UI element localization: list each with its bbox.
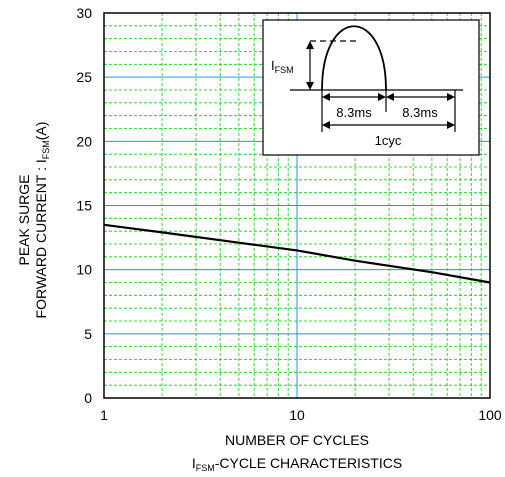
half-period-1-label: 8.3ms	[336, 105, 372, 120]
y-tick-label: 10	[76, 262, 92, 278]
y-tick-label: 20	[76, 133, 92, 149]
waveform-inset: IFSM 8.3ms 8.3ms 1cyc	[262, 19, 480, 156]
cycle-arrow-left	[322, 121, 330, 129]
half-period-2-label: 8.3ms	[402, 105, 438, 120]
plot-frame	[103, 12, 491, 399]
cycle-arrow-right	[447, 121, 455, 129]
x-tick-label: 100	[478, 407, 502, 423]
tick-labels: 0 5 10 15 20 25 30 1 10 100	[76, 5, 501, 423]
y-axis-title: PEAK SURGE FORWARD CURRENT : IFSM(A)	[16, 122, 51, 319]
series-layer	[103, 223, 491, 284]
x-tick-label: 1	[100, 407, 108, 423]
dim2-arrow-right	[447, 93, 455, 101]
x-axis-title: NUMBER OF CYCLES	[225, 432, 369, 448]
y-tick-label: 5	[84, 326, 92, 342]
x-tick-label: 10	[289, 407, 305, 423]
dim1-arrow-right	[378, 93, 386, 101]
dim2-arrow-left	[386, 93, 394, 101]
y-axis-title-line1: PEAK SURGE	[16, 174, 32, 265]
ifsm-arrow-head-bottom	[306, 82, 314, 90]
y-axis-title-line2: FORWARD CURRENT : IFSM(A)	[33, 122, 51, 319]
y-tick-label: 0	[84, 390, 92, 406]
chart-subtitle: IFSM-CYCLE CHARACTERISTICS	[192, 455, 402, 473]
series-line-0	[103, 223, 491, 284]
ifsm-arrow-head-top	[306, 41, 314, 49]
y-tick-label: 15	[76, 198, 92, 214]
inset-box	[262, 19, 480, 156]
y-tick-label: 30	[76, 5, 92, 21]
dim1-arrow-left	[322, 93, 330, 101]
ifsm-label: IFSM	[271, 58, 294, 75]
cycle-label: 1cyc	[375, 133, 402, 148]
half-sine-wave	[321, 25, 387, 91]
y-tick-label: 25	[76, 69, 92, 85]
